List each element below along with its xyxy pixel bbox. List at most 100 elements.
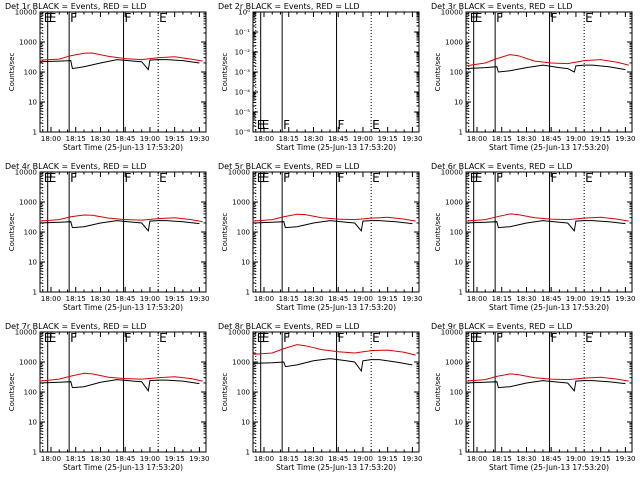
x-tick-label: 18:15	[492, 455, 512, 463]
x-tick-label: 18:45	[115, 455, 135, 463]
y-tick-label: 10	[28, 419, 37, 427]
series-line-events	[465, 380, 626, 392]
event-marker-label: E	[262, 118, 270, 132]
x-tick-label: 19:00	[140, 295, 160, 303]
plot-frame	[465, 331, 633, 453]
x-tick-label: 18:15	[66, 455, 86, 463]
x-tick-label: 18:30	[516, 295, 536, 303]
y-tick-label: 10	[454, 259, 463, 267]
x-tick-label: 19:00	[566, 295, 586, 303]
event-marker-label: E	[159, 171, 167, 185]
y-tick-label: 1	[246, 449, 250, 457]
x-tick-label: 18:45	[328, 455, 348, 463]
series-line-lld	[39, 52, 203, 62]
series-line-lld	[39, 214, 203, 223]
plot-frame	[252, 11, 420, 133]
y-tick-label: 10⁻¹	[235, 29, 251, 37]
x-axis-title: Start Time (25-Jun-13 17:53:20)	[276, 303, 396, 312]
x-tick-label: 18:15	[492, 135, 512, 143]
x-tick-label: 18:30	[90, 455, 110, 463]
x-tick-label: 18:00	[254, 135, 274, 143]
x-tick-label: 19:30	[402, 295, 422, 303]
x-tick-label: 19:15	[378, 455, 398, 463]
x-tick-label: 18:45	[541, 455, 561, 463]
x-tick-label: 18:30	[90, 295, 110, 303]
x-tick-label: 18:15	[66, 295, 86, 303]
y-tick-label: 10⁰	[238, 9, 250, 17]
series-line-events	[252, 220, 413, 232]
event-marker-label: F	[283, 171, 290, 185]
y-tick-label: 100	[450, 229, 463, 237]
series-line-events	[39, 379, 200, 393]
chart-panel: Det 7r BLACK = Events, RED = LLD 1 10 100 10…	[5, 322, 209, 472]
x-tick-label: 18:00	[467, 135, 487, 143]
chart-title: Det 8r BLACK = Events, RED = LLD	[218, 322, 360, 331]
x-tick-label: 18:30	[516, 455, 536, 463]
chart-title: Det 1r BLACK = Events, RED = LLD	[5, 2, 147, 11]
plot-frame	[465, 171, 633, 293]
x-tick-label: 19:00	[566, 135, 586, 143]
chart-title: Det 7r BLACK = Events, RED = LLD	[5, 322, 147, 331]
y-tick-label: 1000	[445, 359, 463, 367]
event-marker-label: F	[551, 11, 558, 25]
y-tick-label: 100	[450, 69, 463, 77]
x-tick-label: 19:30	[189, 295, 209, 303]
plot-frame	[39, 171, 207, 293]
y-axis-title: Counts/sec	[434, 373, 442, 412]
series-line-lld	[39, 372, 203, 382]
plot-frame	[252, 171, 420, 293]
chart-panel: Det 9r BLACK = Events, RED = LLD 1 10 100 10…	[431, 322, 635, 472]
y-tick-label: 1000	[19, 39, 37, 47]
event-marker-label: F	[283, 118, 290, 132]
x-tick-label: 18:30	[303, 295, 323, 303]
event-marker-label: F	[125, 331, 132, 345]
x-axis-title: Start Time (25-Jun-13 17:53:20)	[489, 143, 609, 152]
event-marker-label: F	[70, 331, 77, 345]
y-axis-title: Counts/sec	[221, 213, 229, 252]
y-tick-label: 10⁻²	[235, 49, 251, 57]
event-marker-label: E	[475, 171, 483, 185]
y-tick-label: 10⁻⁵	[235, 109, 251, 117]
y-axis-title: Counts/sec	[8, 53, 16, 92]
series-line-events	[465, 220, 626, 232]
event-marker-label: F	[70, 11, 77, 25]
x-axis-title: Start Time (25-Jun-13 17:53:20)	[276, 143, 396, 152]
x-tick-label: 19:00	[353, 455, 373, 463]
y-tick-label: 1000	[232, 199, 250, 207]
event-marker-label: F	[551, 171, 558, 185]
chart-panel: Det 4r BLACK = Events, RED = LLD 1 10 100 10…	[5, 162, 209, 312]
y-tick-label: 100	[24, 229, 37, 237]
y-axis-title: Counts/sec	[8, 373, 16, 412]
event-marker-label: F	[496, 11, 503, 25]
y-tick-label: 1	[246, 289, 250, 297]
y-tick-label: 100	[237, 229, 250, 237]
event-marker-label: E	[159, 11, 167, 25]
y-tick-label: 10000	[441, 169, 463, 177]
y-axis-title: Counts/sec	[434, 53, 442, 92]
x-tick-label: 19:30	[615, 455, 635, 463]
chart-title: Det 2r BLACK = Events, RED = LLD	[218, 2, 360, 11]
y-tick-label: 1000	[232, 359, 250, 367]
x-tick-label: 18:15	[279, 135, 299, 143]
y-tick-label: 100	[24, 69, 37, 77]
x-tick-label: 19:30	[189, 135, 209, 143]
x-tick-label: 18:15	[279, 295, 299, 303]
x-axis-title: Start Time (25-Jun-13 17:53:20)	[63, 303, 183, 312]
x-tick-label: 18:30	[303, 135, 323, 143]
chart-title: Det 3r BLACK = Events, RED = LLD	[431, 2, 573, 11]
event-marker-label: F	[338, 118, 345, 132]
y-tick-label: 100	[237, 389, 250, 397]
series-line-lld	[252, 213, 416, 222]
y-tick-label: 10	[454, 99, 463, 107]
event-marker-label: E	[49, 331, 57, 345]
x-tick-label: 18:45	[328, 295, 348, 303]
x-tick-label: 18:15	[279, 455, 299, 463]
event-marker-label: F	[496, 331, 503, 345]
event-marker-label: E	[372, 171, 380, 185]
x-axis-title: Start Time (25-Jun-13 17:53:20)	[63, 143, 183, 152]
y-tick-label: 10000	[228, 329, 250, 337]
event-marker-label: E	[585, 171, 593, 185]
y-tick-label: 1	[459, 129, 463, 137]
event-marker-label: E	[372, 118, 380, 132]
